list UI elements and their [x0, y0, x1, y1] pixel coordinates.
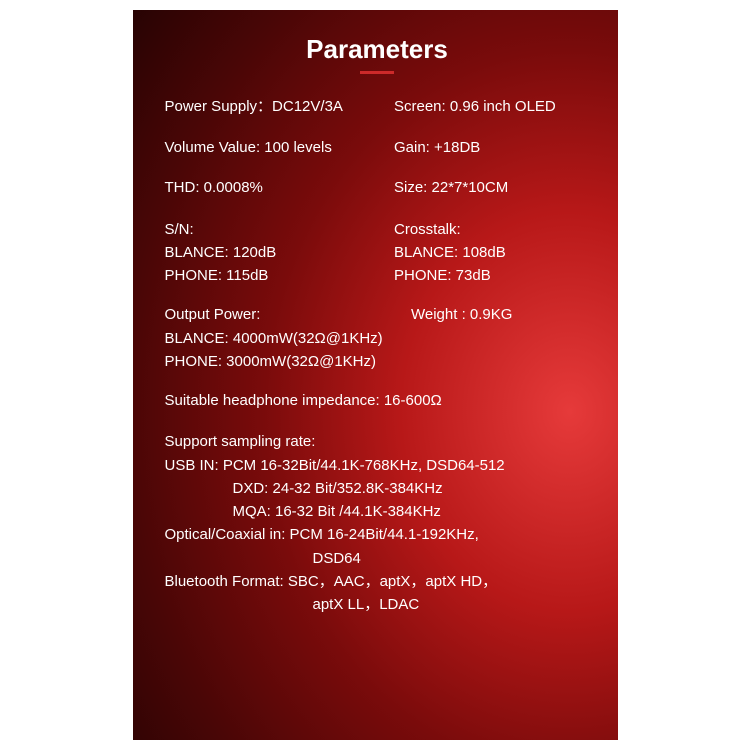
panel-title: Parameters [165, 34, 590, 65]
optical2: DSD64 [165, 547, 590, 570]
output-weight-block: Output Power: BLANCE: 4000mW(32Ω@1KHz) P… [165, 303, 590, 373]
sn-balance: BLANCE: 120dB [165, 241, 395, 264]
impedance-block: Suitable headphone impedance: 16-600Ω [165, 389, 590, 412]
screen: Screen: 0.96 inch OLED [394, 96, 590, 119]
output-phone: PHONE: 3000mW(32Ω@1KHz) [165, 350, 412, 373]
parameters-panel: Parameters Power Supply：DC12V/3A Screen:… [133, 10, 618, 740]
thd: THD: 0.0008% [165, 177, 395, 200]
sn-label: S/N: [165, 218, 395, 241]
sampling-label: Support sampling rate: [165, 430, 590, 453]
weight-col: Weight : 0.9KG [411, 303, 590, 373]
crosstalk-balance: BLANCE: 108dB [394, 241, 590, 264]
output-balance: BLANCE: 4000mW(32Ω@1KHz) [165, 327, 412, 350]
volume-value: Volume Value: 100 levels [165, 137, 395, 160]
impedance: Suitable headphone impedance: 16-600Ω [165, 389, 590, 412]
crosstalk-phone: PHONE: 73dB [394, 264, 590, 287]
bluetooth: Bluetooth Format: SBC，AAC，aptX，aptX HD， [165, 570, 590, 593]
size: Size: 22*7*10CM [394, 177, 590, 200]
sn-col: S/N: BLANCE: 120dB PHONE: 115dB [165, 218, 395, 288]
row-2: Volume Value: 100 levels Gain: +18DB [165, 137, 590, 160]
mqa: MQA: 16-32 Bit /44.1K-384KHz [165, 500, 590, 523]
usb-in: USB IN: PCM 16-32Bit/44.1K-768KHz, DSD64… [165, 454, 590, 477]
crosstalk-col: Crosstalk: BLANCE: 108dB PHONE: 73dB [394, 218, 590, 288]
sn-crosstalk-block: S/N: BLANCE: 120dB PHONE: 115dB Crosstal… [165, 218, 590, 288]
title-underline [360, 71, 394, 74]
optical: Optical/Coaxial in: PCM 16-24Bit/44.1-19… [165, 523, 590, 546]
gain: Gain: +18DB [394, 137, 590, 160]
sampling-block: Support sampling rate: USB IN: PCM 16-32… [165, 430, 590, 616]
crosstalk-label: Crosstalk: [394, 218, 590, 241]
power-supply: Power Supply：DC12V/3A [165, 96, 395, 119]
weight: Weight : 0.9KG [411, 303, 590, 326]
dxd: DXD: 24-32 Bit/352.8K-384KHz [165, 477, 590, 500]
row-3: THD: 0.0008% Size: 22*7*10CM [165, 177, 590, 200]
sn-phone: PHONE: 115dB [165, 264, 395, 287]
row-1: Power Supply：DC12V/3A Screen: 0.96 inch … [165, 96, 590, 119]
output-label: Output Power: [165, 303, 412, 326]
bluetooth2: aptX LL，LDAC [165, 593, 590, 616]
output-col: Output Power: BLANCE: 4000mW(32Ω@1KHz) P… [165, 303, 412, 373]
